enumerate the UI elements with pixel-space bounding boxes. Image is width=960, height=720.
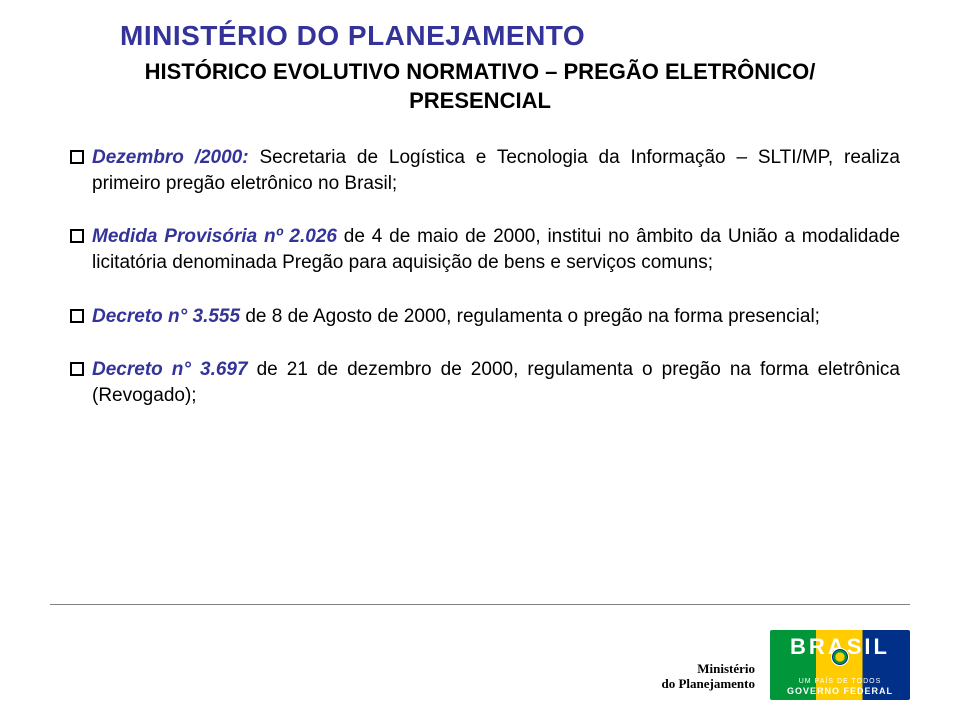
bullet-marker-icon (70, 309, 84, 323)
bullet-highlight: Decreto n° 3.697 (92, 359, 248, 380)
brasil-subtitle: UM PAÍS DE TODOS (776, 678, 904, 686)
bullet-item: Medida Provisória nº 2.026 de 4 de maio … (70, 224, 900, 275)
footer: Ministério do Planejamento BRASIL UM PAÍ… (661, 630, 910, 700)
brasil-gov: GOVERNO FEDERAL (776, 686, 904, 696)
bullet-item: Decreto n° 3.555 de 8 de Agosto de 2000,… (70, 304, 900, 330)
bullet-text: Medida Provisória nº 2.026 de 4 de maio … (92, 224, 900, 275)
divider-line (50, 604, 910, 605)
slide-container: MINISTÉRIO DO PLANEJAMENTO HISTÓRICO EVO… (0, 0, 960, 720)
bullet-marker-icon (70, 150, 84, 164)
bullet-item: Dezembro /2000: Secretaria de Logística … (70, 145, 900, 196)
bullet-rest: de 8 de Agosto de 2000, regulamenta o pr… (240, 306, 820, 327)
ministry-title: MINISTÉRIO DO PLANEJAMENTO (120, 20, 910, 52)
ministerio-logo: Ministério do Planejamento (661, 661, 755, 700)
ministerio-line1: Ministério (661, 661, 755, 677)
brasil-seal-icon (831, 648, 849, 666)
main-title: HISTÓRICO EVOLUTIVO NORMATIVO – PREGÃO E… (80, 58, 880, 115)
bullet-highlight: Dezembro /2000: (92, 147, 249, 168)
brasil-logo: BRASIL UM PAÍS DE TODOS GOVERNO FEDERAL (770, 630, 910, 700)
bullet-text: Decreto n° 3.555 de 8 de Agosto de 2000,… (92, 304, 900, 330)
bullet-highlight: Decreto n° 3.555 (92, 306, 240, 327)
bullet-text: Decreto n° 3.697 de 21 de dezembro de 20… (92, 357, 900, 408)
content-area: Dezembro /2000: Secretaria de Logística … (50, 145, 910, 408)
bullet-text: Dezembro /2000: Secretaria de Logística … (92, 145, 900, 196)
bullet-highlight: Medida Provisória nº 2.026 (92, 226, 337, 247)
bullet-marker-icon (70, 229, 84, 243)
bullet-item: Decreto n° 3.697 de 21 de dezembro de 20… (70, 357, 900, 408)
ministerio-line2: do Planejamento (661, 676, 755, 692)
bullet-marker-icon (70, 362, 84, 376)
